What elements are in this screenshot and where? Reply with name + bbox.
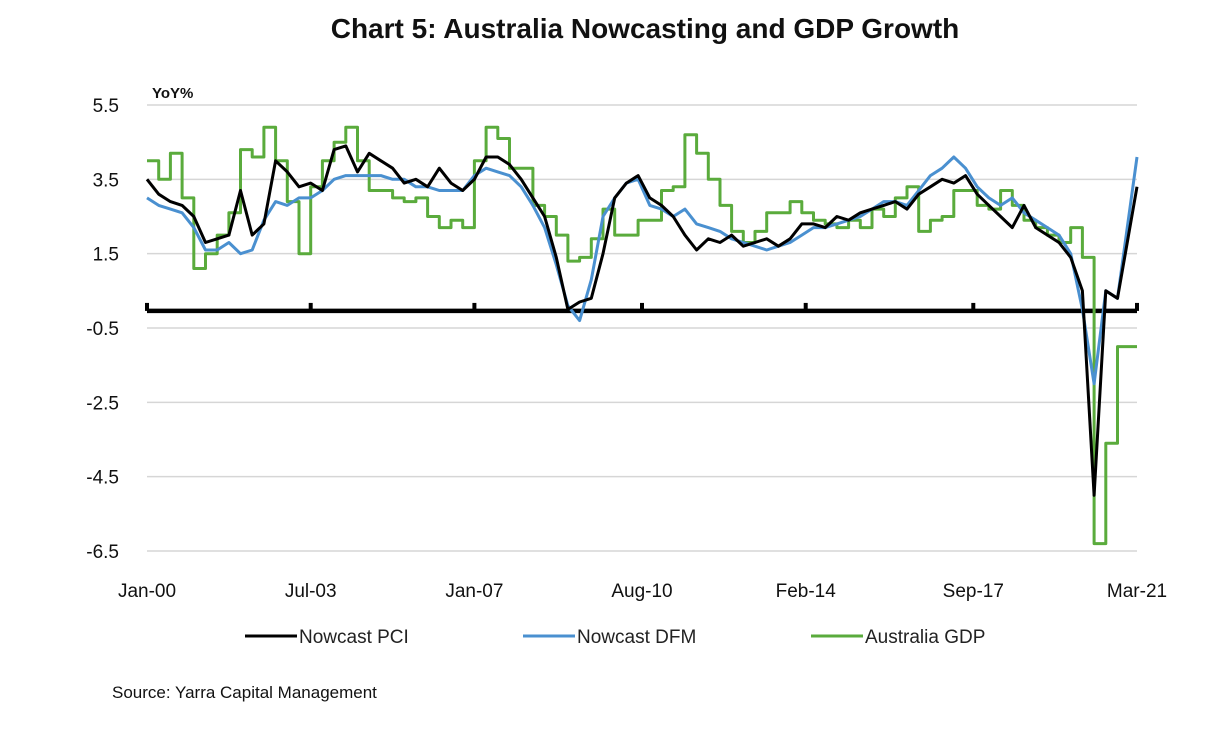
chart-title: Chart 5: Australia Nowcasting and GDP Gr… bbox=[331, 13, 960, 44]
x-tick-label: Mar-21 bbox=[1107, 581, 1167, 602]
series-line-australia-gdp bbox=[147, 125, 1137, 546]
y-tick-label: 1.5 bbox=[93, 245, 119, 266]
x-tick-label: Jan-00 bbox=[118, 581, 176, 602]
x-tick-label: Feb-14 bbox=[776, 581, 837, 602]
legend-label: Nowcast PCI bbox=[299, 627, 409, 648]
y-tick-label: -4.5 bbox=[86, 468, 119, 489]
y-tick-label: 3.5 bbox=[93, 170, 119, 191]
series-lines bbox=[145, 125, 1139, 546]
x-tick-label: Sep-17 bbox=[943, 581, 1004, 602]
legend-label: Australia GDP bbox=[865, 627, 985, 648]
zero-axis bbox=[145, 302, 1139, 314]
y-tick-label: -6.5 bbox=[86, 542, 119, 563]
y-tick-label: 5.5 bbox=[93, 96, 119, 117]
gridlines bbox=[147, 104, 1137, 552]
y-tick-labels: 5.5 3.5 1.5 -0.5 -2.5 -4.5 -6.5 bbox=[86, 96, 119, 563]
series-line-nowcast-pci bbox=[145, 144, 1139, 497]
source-note: Source: Yarra Capital Management bbox=[112, 683, 377, 702]
y-tick-label: -2.5 bbox=[86, 393, 119, 414]
legend: Nowcast PCI Nowcast DFM Australia GDP bbox=[245, 627, 985, 648]
legend-item: Nowcast DFM bbox=[523, 627, 696, 648]
y-axis-unit-label: YoY% bbox=[152, 85, 193, 102]
legend-item: Nowcast PCI bbox=[245, 627, 409, 648]
legend-item: Australia GDP bbox=[811, 627, 985, 648]
x-tick-label: Aug-10 bbox=[611, 581, 672, 602]
series-line-nowcast-dfm bbox=[146, 155, 1139, 386]
y-tick-label: -0.5 bbox=[86, 319, 119, 340]
legend-label: Nowcast DFM bbox=[577, 627, 696, 648]
x-tick-label: Jan-07 bbox=[445, 581, 503, 602]
x-tick-label: Jul-03 bbox=[285, 581, 337, 602]
x-tick-labels: Jan-00 Jul-03 Jan-07 Aug-10 Feb-14 Sep-17 Mar-… bbox=[118, 581, 1167, 602]
